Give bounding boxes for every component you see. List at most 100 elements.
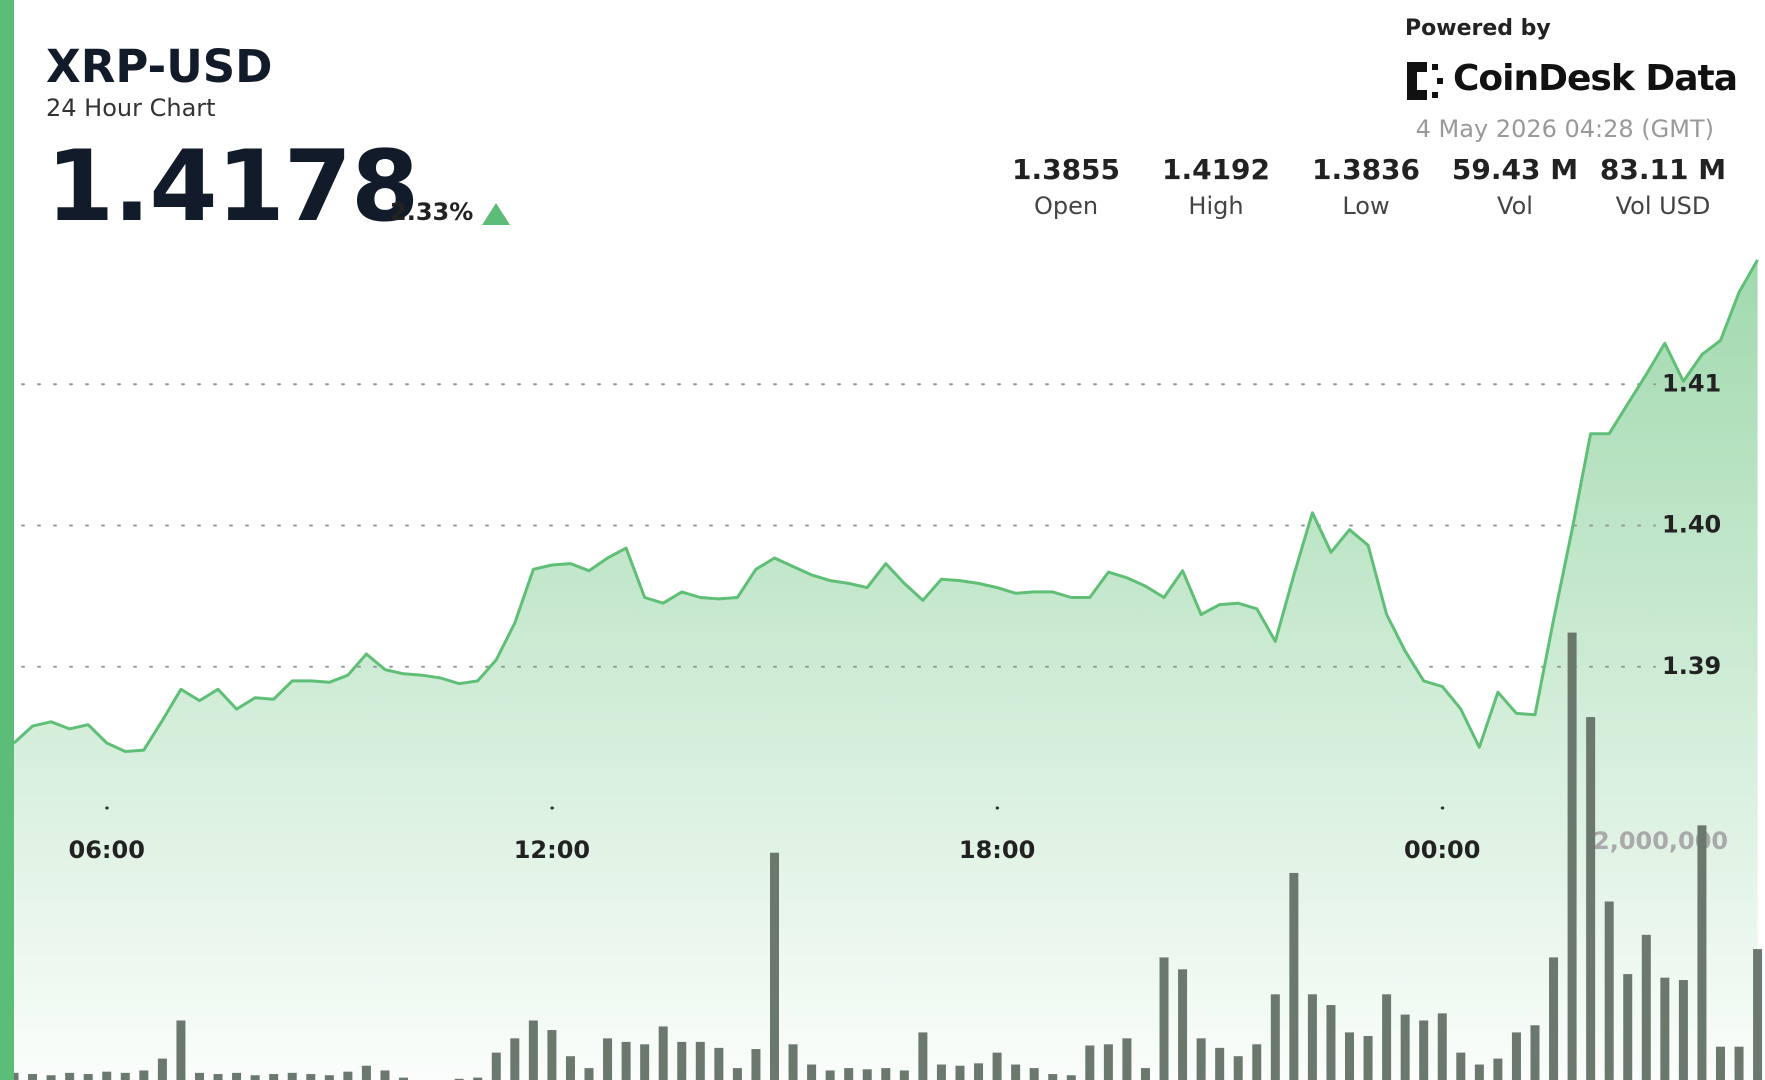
volume-bar [1753,949,1763,1080]
volume-bar [640,1044,650,1080]
volume-bar [1734,1046,1744,1080]
volume-bar [528,1020,538,1080]
volume-bar [1641,934,1651,1080]
volume-bar [1252,1044,1262,1080]
volume-bar [1233,1056,1243,1080]
volume-bar [955,1065,965,1080]
stat: 1.3855 Open [991,153,1141,220]
stat: 1.3836 Low [1291,153,1441,220]
volume-bar [547,1030,557,1080]
stat-value: 83.11 M [1599,153,1727,186]
timestamp: 4 May 2026 04:28 (GMT) [1415,115,1714,143]
volume-bar [769,852,779,1080]
volume-bar [621,1041,631,1080]
volume-bar [343,1071,353,1080]
volume-bar [1363,1035,1373,1080]
volume-bar [1530,1025,1540,1080]
volume-bar [1307,994,1317,1080]
volume-bar [139,1070,149,1080]
volume-bar [361,1065,371,1080]
volume-bar [454,1078,464,1080]
volume-bar [1122,1038,1132,1080]
volume-bar [1549,957,1559,1080]
volume-bar [1103,1044,1113,1080]
volume-bar [714,1047,724,1080]
volume-bar [974,1063,984,1080]
volume-bar [194,1072,204,1080]
stat-label: Vol USD [1615,192,1711,220]
price-line [12,259,1759,753]
y2-tick-label: 2,000,000 [1593,827,1728,855]
volume-bar [881,1068,891,1080]
stat: 59.43 M Vol [1440,153,1590,220]
y-tick-label: 1.41 [1662,369,1721,397]
volume-bar [658,1026,668,1080]
volume-bar [862,1069,872,1080]
volume-bar [102,1071,112,1080]
volume-bar [1178,969,1188,1080]
volume-bar [28,1074,38,1080]
volume-bar [157,1058,167,1080]
volume-bar [1456,1052,1466,1080]
volume-bar [287,1072,297,1080]
x-tick-label: 18:00 [959,836,1035,864]
y-tick-label: 1.40 [1662,511,1721,539]
volume-bar [213,1074,223,1080]
subtitle: 24 Hour Chart [46,94,216,122]
stat: 83.11 M Vol USD [1588,153,1738,220]
volume-bar [1011,1064,1021,1080]
volume-bar [399,1077,409,1080]
volume-bar [1326,1005,1336,1080]
up-arrow [482,203,510,225]
volume-bar [1604,901,1614,1080]
volume-bar [918,1032,928,1080]
volume-bar [807,1064,817,1080]
volume-bar [677,1041,687,1080]
volume-bar [176,1020,186,1080]
volume-bar [992,1052,1002,1080]
volume-bar [844,1068,854,1080]
brand: CoinDesk Data [1453,58,1738,99]
volume-bar [1382,994,1392,1080]
volume-bar [65,1072,75,1080]
volume-bar [491,1052,501,1080]
stat-value: 1.4192 [1161,153,1271,186]
volume-bar [788,1044,798,1080]
volume-bar [83,1074,93,1080]
volume-bar [603,1038,613,1080]
volume-bar [1270,994,1280,1080]
symbol: XRP-USD [46,40,273,93]
volume-bar [936,1064,946,1080]
volume-bar [1437,1013,1447,1080]
volume-bar [1419,1020,1429,1080]
y-tick-label: 1.39 [1662,652,1721,680]
volume-bar [1400,1014,1410,1080]
volume-bar [473,1077,483,1080]
volume-bar [1085,1045,1095,1080]
stat-label: High [1188,192,1244,220]
volume-bar [751,1049,761,1080]
accent-bar [0,0,14,1080]
x-tick-label: 12:00 [514,836,590,864]
volume-bar [1289,872,1299,1080]
volume-bar [250,1075,260,1080]
volume-bar [695,1041,705,1080]
volume-bar [1715,1046,1725,1080]
volume-bar [1511,1032,1521,1080]
volume-bar [565,1056,575,1080]
volume-bar [1697,825,1707,1080]
volume-bar [584,1068,594,1080]
volume-bar [269,1074,279,1080]
stat-value: 1.3855 [1011,153,1121,186]
volume-bar [1029,1068,1039,1080]
volume-bar [1586,717,1596,1080]
volume-bar [232,1072,242,1080]
volume-bar [732,1068,742,1080]
volume-bar [1215,1047,1225,1080]
volume-bar [899,1070,909,1080]
stat-label: Vol [1497,192,1533,220]
volume-bar [1345,1032,1355,1080]
